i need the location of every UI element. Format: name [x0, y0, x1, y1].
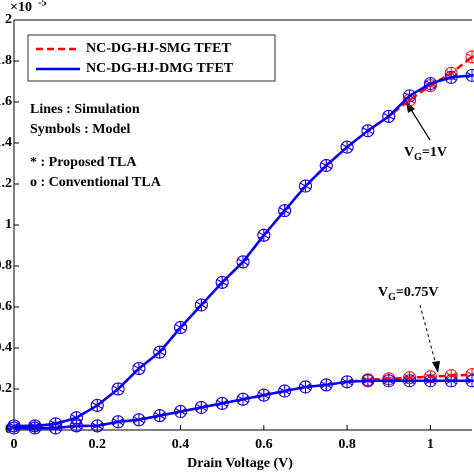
y-tick-label: 1.6: [0, 94, 12, 109]
plot: 00.20.40.60.811.21.41.61.8200.20.40.60.8…: [0, 12, 474, 452]
y-exponent-base: ×10: [10, 0, 32, 15]
legend-label: NC-DG-HJ-SMG TFET: [86, 41, 231, 56]
x-tick-label: 0.6: [255, 437, 273, 452]
y-tick-label: 1.8: [0, 53, 12, 68]
note: o : Conventional TLA: [30, 175, 162, 190]
y-tick-label: 1.2: [0, 176, 12, 191]
note: Lines : Simulation: [30, 102, 140, 117]
legend-label: NC-DG-HJ-DMG TFET: [86, 61, 234, 76]
y-tick-label: 0.4: [0, 340, 12, 355]
x-tick-label: 0.2: [89, 437, 107, 452]
y-tick-label: 2: [5, 12, 12, 27]
annotation-arrow: [409, 107, 431, 141]
x-axis-label: Drain Voltage (V): [187, 456, 293, 471]
annotation: VG=1V: [404, 145, 447, 163]
arrowhead: [406, 101, 415, 113]
annotation: VG=0.75V: [378, 285, 439, 303]
x-tick-label: 0.4: [172, 437, 190, 452]
arrowhead: [432, 361, 440, 373]
series-line: [14, 74, 473, 428]
x-tick-label: 0.8: [338, 437, 356, 452]
y-exponent-power: -5: [38, 0, 46, 8]
y-tick-label: 1.4: [0, 135, 12, 150]
note: Symbols : Model: [30, 122, 130, 137]
annotation-arrow: [419, 304, 437, 366]
y-tick-label: 1: [5, 217, 12, 232]
x-tick-label: 0: [11, 437, 18, 452]
y-tick-label: 0.6: [0, 299, 12, 314]
x-tick-label: 1: [427, 437, 434, 452]
note: * : Proposed TLA: [30, 155, 137, 170]
series-line: [14, 379, 472, 430]
y-tick-label: 0.8: [0, 258, 12, 273]
y-tick-label: 0.2: [0, 381, 12, 396]
legend-box: [27, 34, 276, 82]
